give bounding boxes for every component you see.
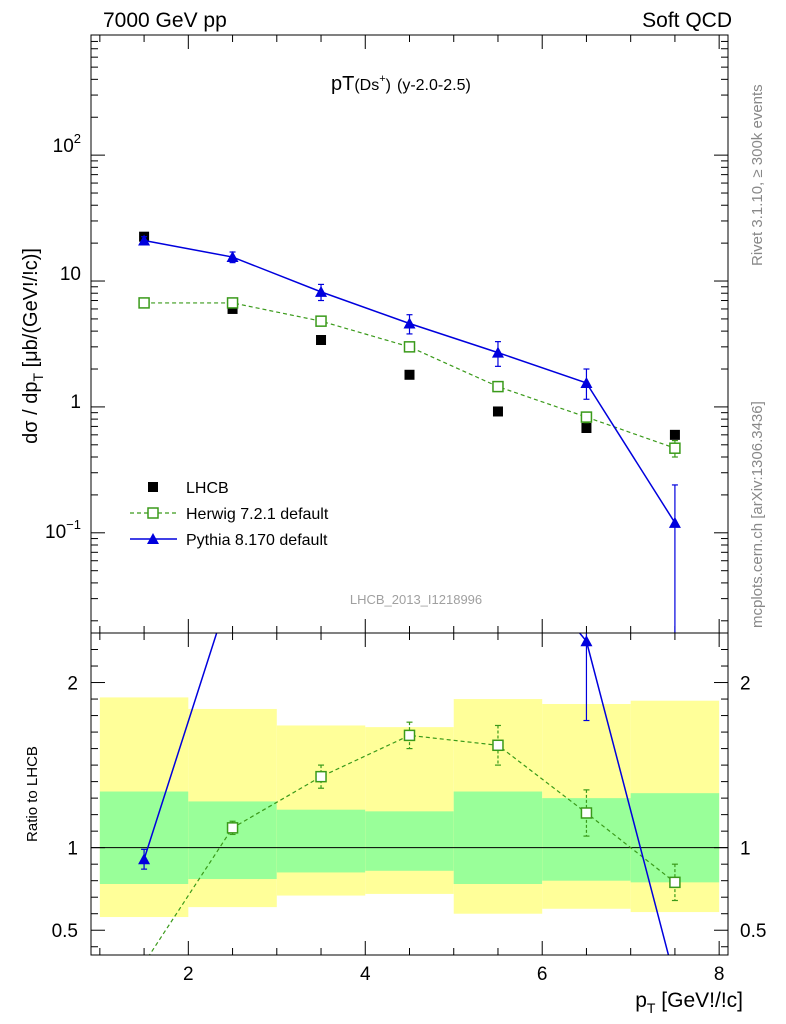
ratio-point-0: [226, 822, 239, 834]
inner-band-bin: [276, 809, 366, 873]
top-point-2: [315, 285, 328, 297]
header-right: Soft QCD: [642, 9, 732, 32]
plot-title-main: pT: [331, 73, 354, 95]
top-point-1: [580, 411, 593, 423]
ratio-point-0: [315, 770, 327, 783]
top-point-1: [492, 380, 504, 393]
bottom-ylabel: Ratio to LHCB: [24, 746, 41, 842]
top-point-2: [138, 234, 151, 246]
xtick-label: 8: [714, 964, 725, 985]
ratio-ytick-label-right: 0.5: [740, 921, 766, 942]
ratio-ytick-label-left: 0.5: [52, 921, 78, 942]
top-point-2: [403, 317, 416, 329]
top-point-0: [404, 369, 415, 380]
top-point-0: [669, 429, 680, 440]
top-point-0: [227, 303, 238, 314]
legend-marker-pythia: [147, 533, 159, 544]
legend-marker-herwig: [147, 507, 159, 519]
ratio-ytick-label-right: 2: [740, 674, 751, 695]
legend-item-lhcb: LHCB: [148, 480, 229, 497]
ytick-label-100: 102: [53, 131, 81, 157]
ratio-point-0: [492, 739, 504, 752]
ratio-point-0: [580, 807, 593, 819]
top-point-1: [403, 341, 416, 353]
inner-band-bin: [188, 801, 277, 880]
inner-band-bin: [99, 791, 189, 884]
ratio-point-1: [138, 853, 151, 865]
mcplots-text: mcplots.cern.ch [arXiv:1306.3436]: [749, 401, 766, 628]
legend-item-herwig: Herwig 7.2.1 default: [130, 506, 329, 523]
ratio-point-1: [580, 635, 593, 647]
analysis-watermark: LHCB_2013_I1218996: [350, 592, 482, 607]
plot-title-sup: +: [379, 73, 385, 85]
top-point-0: [581, 422, 592, 433]
xtick-label: 2: [183, 964, 194, 985]
ytick-label-0.1: 10−1: [45, 517, 81, 543]
top-point-2: [668, 516, 681, 528]
top-point-2: [580, 376, 593, 388]
top-point-0: [316, 335, 327, 346]
ratio-point-0: [669, 876, 681, 889]
legend-item-pythia: Pythia 8.170 default: [130, 532, 328, 549]
top-point-1: [138, 297, 150, 309]
legend-label-lhcb: LHCB: [186, 480, 229, 497]
ratio-point-0: [403, 729, 416, 742]
plot-title-paren: (Ds: [354, 77, 379, 94]
ratio-ytick-label-left: 1: [67, 839, 78, 860]
legend-label-pythia: Pythia 8.170 default: [186, 532, 328, 549]
inner-band-bin: [365, 811, 454, 871]
inner-band-bin: [453, 791, 543, 884]
top-point-1: [315, 315, 327, 327]
xtick-label: 4: [360, 964, 371, 985]
legend-label-herwig: Herwig 7.2.1 default: [186, 506, 329, 523]
x-axis-label: pT [GeV!/!c]: [635, 989, 743, 1016]
bottom-plot-frame: [90, 632, 729, 956]
top-point-1: [226, 297, 239, 309]
ratio-ytick-label-right: 1: [740, 839, 751, 860]
legend-marker-lhcb: [148, 482, 158, 492]
top-point-0: [492, 406, 503, 417]
xtick-label: 6: [537, 964, 548, 985]
top-point-2: [491, 346, 504, 358]
plot-title-paren-close: ): [386, 77, 391, 94]
top-ylabel: dσ / dpT [μb/(GeV!/!c)]: [20, 248, 46, 444]
top-point-1: [669, 442, 681, 454]
header-left: 7000 GeV pp: [103, 9, 227, 32]
ratio-ytick-label-left: 2: [67, 674, 78, 695]
rivet-version-text: Rivet 3.1.10, ≥ 300k events: [749, 84, 766, 266]
inner-band-bin: [630, 793, 720, 883]
ytick-label-1: 1: [70, 392, 81, 413]
top-point-2: [226, 251, 239, 263]
plot-title-rest: (y-2.0-2.5): [397, 77, 471, 94]
ytick-label-10: 10: [60, 264, 81, 285]
plot-title: pT(Ds+) (y-2.0-2.5): [331, 73, 471, 95]
legend: LHCB Herwig 7.2.1 default Pythia 8.170 d…: [130, 480, 329, 549]
